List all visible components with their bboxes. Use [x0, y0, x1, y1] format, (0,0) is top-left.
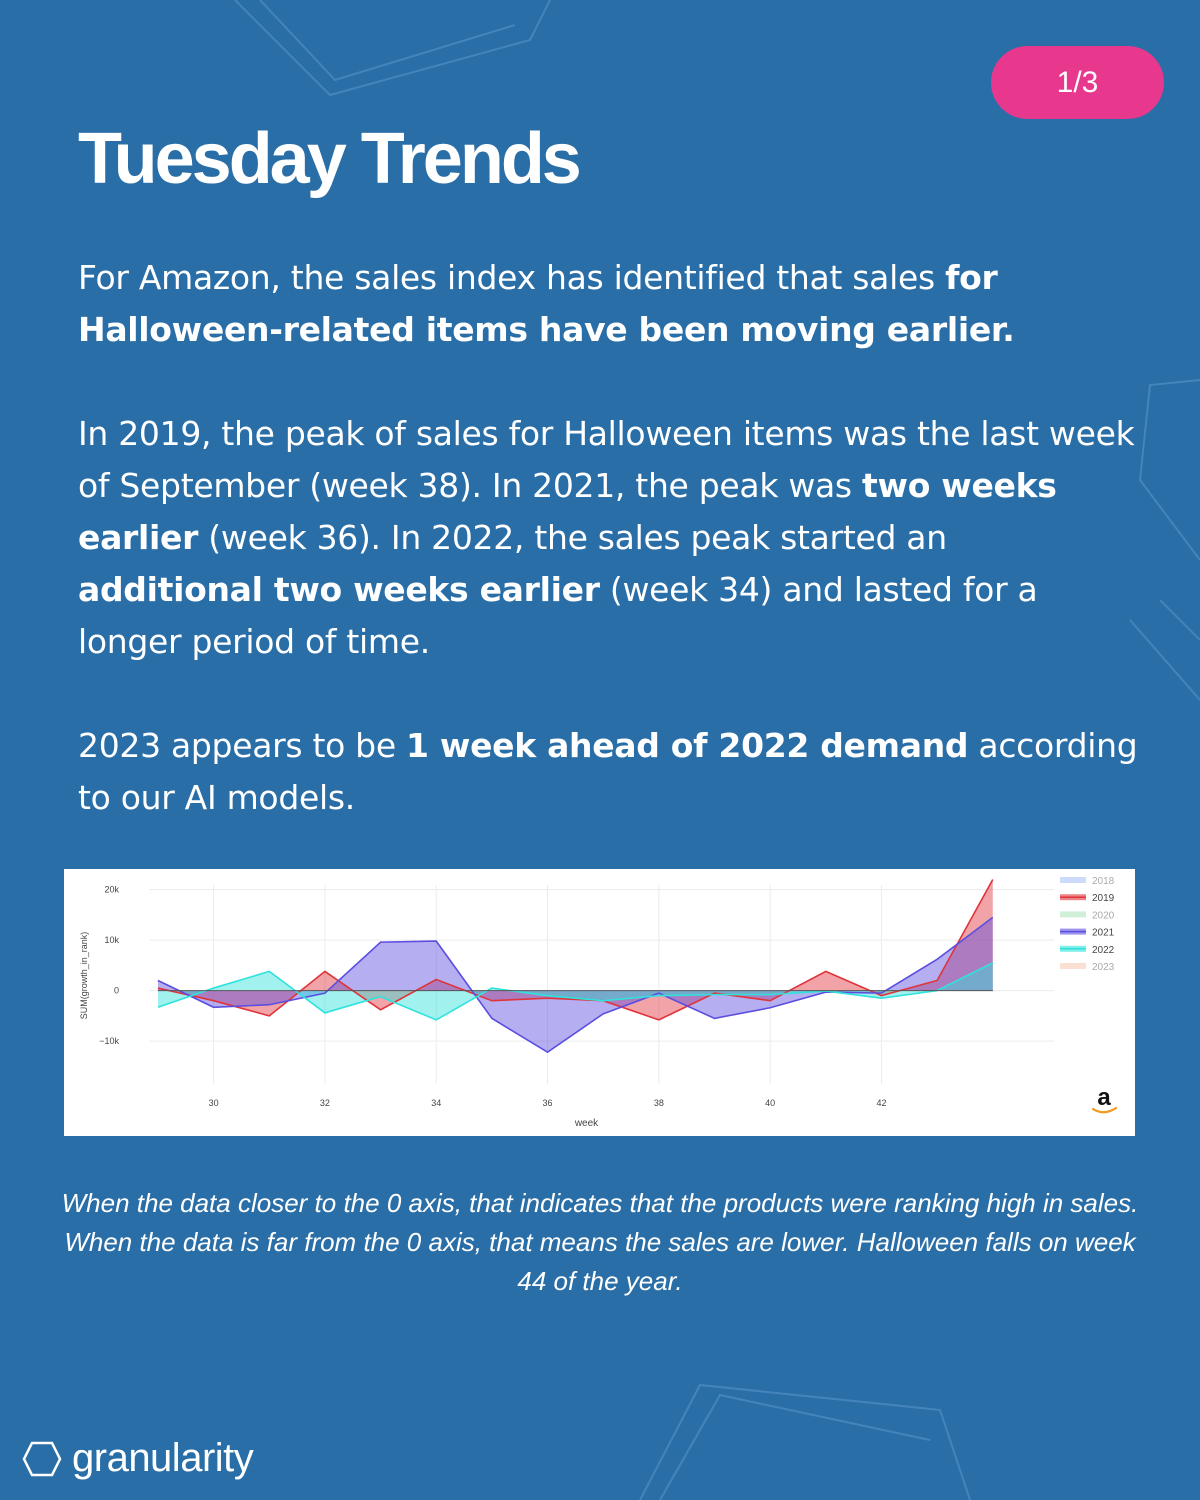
- x-tick-label: 32: [320, 1098, 330, 1108]
- legend-label-2021: 2021: [1092, 928, 1115, 939]
- hexagon-outline-icon: [22, 1441, 62, 1476]
- brand-footer: granularity: [22, 1436, 254, 1481]
- details-text-1: In 2019, the peak of sales for Halloween…: [78, 414, 1135, 505]
- y-axis-label: SUM(growth_in_rank): [79, 932, 89, 1020]
- legend-label-2018: 2018: [1092, 876, 1115, 887]
- legend-label-2022: 2022: [1092, 945, 1115, 956]
- page-title: Tuesday Trends: [78, 119, 582, 199]
- y-tick-label: 10k: [104, 935, 119, 945]
- details-paragraph: In 2019, the peak of sales for Halloween…: [78, 408, 1138, 668]
- forecast-highlight: 1 week ahead of 2022 demand: [406, 726, 969, 765]
- brand-name: granularity: [72, 1436, 254, 1480]
- x-tick-label: 40: [765, 1098, 775, 1108]
- series-area-2022: [157, 962, 993, 1020]
- details-text-3: (week 34) and lasted for a longer period…: [78, 570, 1038, 661]
- forecast-text-2: according to our AI models.: [78, 726, 1138, 817]
- growth-in-rank-chart: 20k 10k 0 −10k 30 32 34 36 38 40 42 week SUM(growth_…: [79, 876, 1118, 1129]
- series-line-2022: [157, 962, 994, 1021]
- forecast-text-1: 2023 appears to be: [78, 726, 407, 765]
- legend-swatch-2018: [1060, 877, 1086, 883]
- y-tick-label: −10k: [99, 1036, 119, 1046]
- details-highlight-2: additional two weeks earlier: [78, 570, 600, 609]
- y-tick-label: 0: [114, 986, 119, 996]
- chart-caption: When the data closer to the 0 axis, that…: [61, 1188, 1139, 1296]
- y-tick-label: 20k: [104, 885, 119, 895]
- legend-label-2020: 2020: [1092, 910, 1115, 921]
- x-axis-label: week: [574, 1118, 599, 1129]
- x-tick-label: 42: [876, 1098, 886, 1108]
- legend-swatch-2020: [1060, 911, 1086, 918]
- x-tick-label: 38: [654, 1098, 664, 1108]
- intro-paragraph: For Amazon, the sales index has identifi…: [78, 252, 1138, 356]
- details-highlight-1: two weeks earlier: [78, 466, 1057, 557]
- legend-swatch-2023: [1060, 963, 1086, 969]
- amazon-smile-icon: [1091, 1106, 1118, 1114]
- series-area-2021: [157, 917, 993, 1053]
- chart-panel: 20k 10k 0 −10k 30 32 34 36 38 40 42 week SUM(growth_…: [64, 869, 1135, 1136]
- x-tick-label: 34: [431, 1098, 441, 1108]
- intro-highlight: for Halloween-related items have been mo…: [78, 258, 1015, 349]
- amazon-logo-icon: a: [1097, 1084, 1111, 1111]
- page-indicator-badge: 1/3: [991, 46, 1164, 119]
- legend-label-2023: 2023: [1092, 962, 1115, 973]
- intro-text: For Amazon, the sales index has identifi…: [78, 258, 946, 297]
- forecast-paragraph: 2023 appears to be 1 week ahead of 2022 …: [78, 720, 1138, 824]
- series-line-2019: [157, 879, 994, 1021]
- x-tick-label: 30: [209, 1098, 219, 1108]
- details-text-2: (week 36). In 2022, the sales peak start…: [198, 518, 947, 557]
- legend-label-2019: 2019: [1092, 893, 1115, 904]
- x-tick-label: 36: [543, 1098, 553, 1108]
- series-line-2021: [157, 916, 994, 1054]
